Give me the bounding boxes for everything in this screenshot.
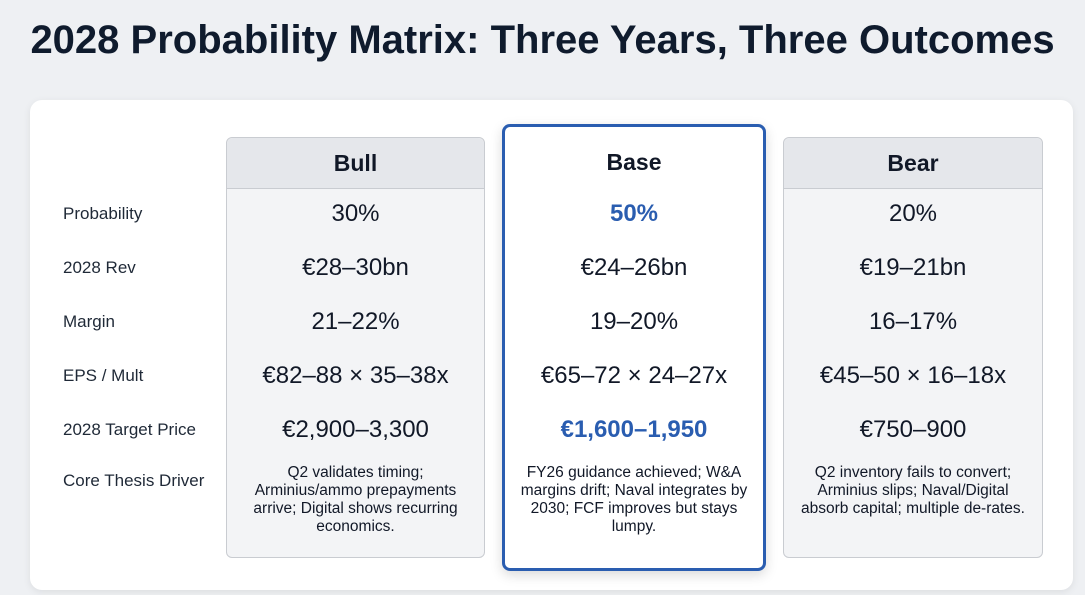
cell-value: 21–22% — [311, 308, 400, 335]
cell-value: 50% — [609, 200, 659, 227]
cell-value: €750–900 — [859, 416, 967, 443]
cell-value: 20% — [888, 200, 938, 227]
row-label: Margin — [63, 312, 115, 331]
row-label: 2028 Target Price — [63, 420, 196, 439]
cell-value: €45–50 × 16–18x — [819, 362, 1007, 389]
cell-value: €28–30bn — [302, 254, 409, 281]
cell-value: 16–17% — [868, 308, 958, 335]
cell-value: 19–20% — [589, 308, 679, 335]
row-label: Probability — [63, 204, 143, 223]
row-label: EPS / Mult — [63, 366, 144, 385]
column-header: Bear — [784, 138, 1042, 189]
cell-value: €1,600–1,950 — [560, 416, 708, 443]
row-label: 2028 Rev — [63, 258, 136, 277]
cell-value: 30% — [331, 200, 380, 227]
row-label: Core Thesis Driver — [63, 471, 205, 490]
scenario-column: Bear — [783, 137, 1043, 558]
title: 2028 Probability Matrix: Three Years, Th… — [30, 18, 1055, 62]
driver-text: Q2 validates timing; Arminius/ammo prepa… — [253, 464, 458, 535]
column-header: Base — [505, 137, 763, 187]
driver-text: FY26 guidance achieved; W&A margins drif… — [520, 464, 748, 535]
cell-value: €65–72 × 24–27x — [540, 362, 728, 389]
cell-value: €24–26bn — [580, 254, 688, 281]
cell-value: €19–21bn — [859, 254, 967, 281]
scenario-column: Base — [502, 124, 766, 571]
scenario-column: Bull — [226, 137, 485, 558]
cell-value: €82–88 × 35–38x — [262, 362, 449, 389]
cell-value: €2,900–3,300 — [282, 416, 429, 443]
column-header: Bull — [227, 138, 484, 189]
driver-text: Q2 inventory fails to convert; Arminius … — [800, 464, 1025, 517]
